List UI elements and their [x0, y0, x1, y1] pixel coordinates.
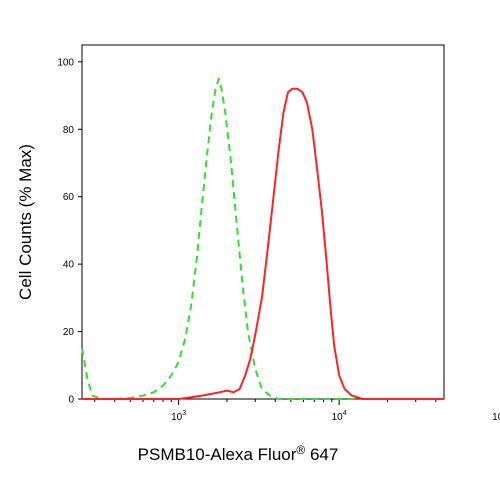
y-tick-label: 20 — [63, 327, 75, 338]
y-tick-label: 100 — [57, 57, 74, 68]
x-tick-label: 105 — [492, 410, 500, 423]
y-tick-label: 0 — [68, 395, 74, 406]
series-layer — [81, 77, 444, 400]
x-axis-title-suffix: 647 — [305, 445, 338, 464]
y-tick-label: 60 — [63, 192, 75, 203]
y-tick-label: 40 — [63, 260, 75, 271]
x-axis-title-main: PSMB10-Alexa Fluor — [138, 445, 297, 464]
plot-frame — [81, 44, 445, 400]
x-axis-title: PSMB10-Alexa Fluor® 647 — [138, 443, 339, 464]
x-axis-title-registered: ® — [296, 443, 305, 457]
x-tick-label: 103 — [171, 410, 186, 423]
x-tick-label: 104 — [332, 410, 347, 423]
x-axis-ticks: 103 104 105 — [94, 399, 500, 423]
y-axis-title: Cell Counts (% Max) — [16, 144, 35, 300]
y-tick-label: 80 — [63, 125, 75, 136]
y-axis-ticks: 0 20 40 60 80 100 — [57, 57, 82, 406]
series-line-solid-sample — [82, 87, 444, 400]
series-line-dashed-control — [81, 77, 444, 400]
